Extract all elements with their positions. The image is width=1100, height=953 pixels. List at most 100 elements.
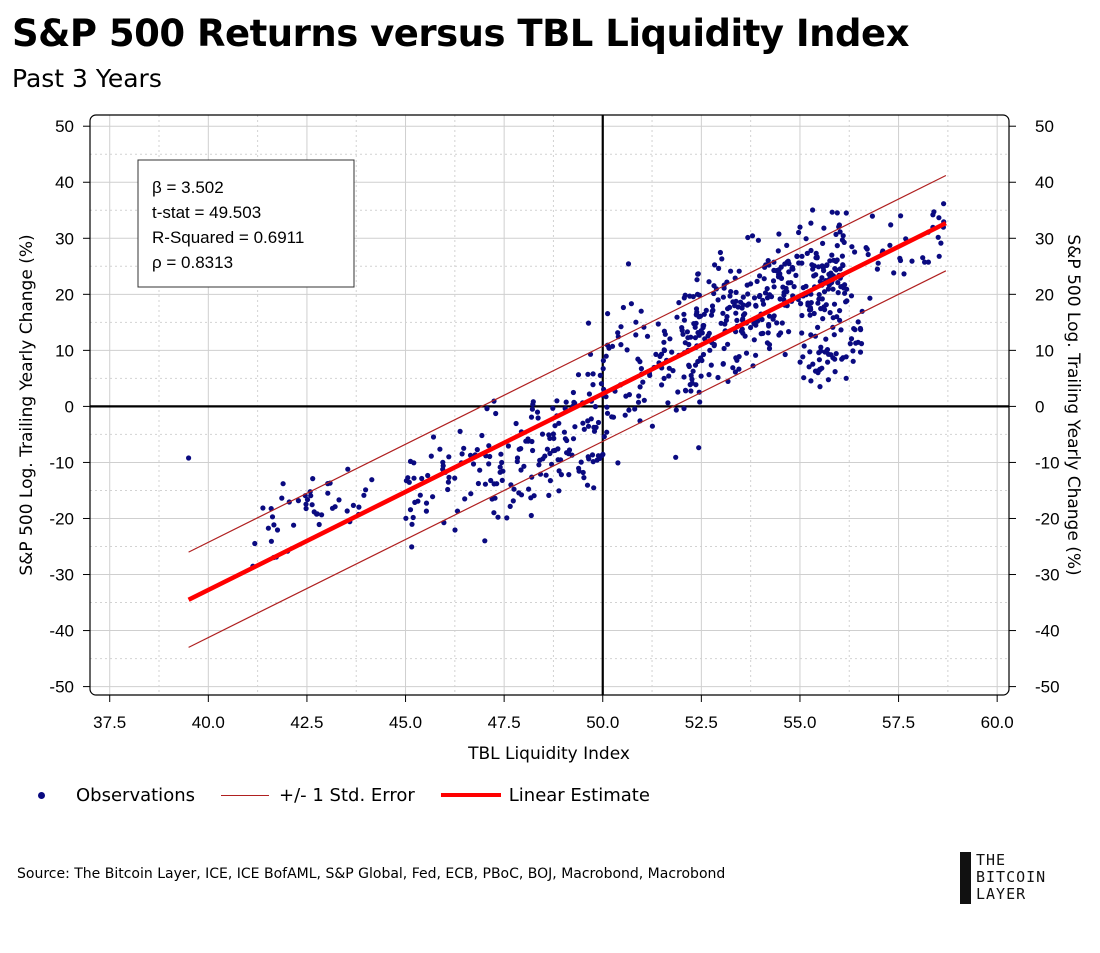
observation-point xyxy=(547,450,553,457)
observation-point xyxy=(709,308,715,314)
observation-point xyxy=(887,242,893,248)
observation-point xyxy=(831,301,838,307)
observation-point xyxy=(785,280,791,286)
observation-point xyxy=(669,349,675,355)
observation-point xyxy=(778,264,784,270)
observation-point xyxy=(765,330,771,336)
observation-point xyxy=(740,294,746,300)
observation-point xyxy=(452,527,458,533)
observation-point xyxy=(625,261,632,267)
observation-point xyxy=(641,397,647,403)
stat-rho: ρ = 0.8313 xyxy=(152,253,233,272)
observation-point xyxy=(857,325,864,332)
observation-point xyxy=(690,368,696,374)
observation-point xyxy=(925,259,932,265)
observation-point xyxy=(603,394,609,400)
observation-point xyxy=(716,265,722,271)
chart-subtitle: Past 3 Years xyxy=(12,64,162,93)
reference-lines xyxy=(90,115,1009,695)
observation-point xyxy=(840,262,846,269)
bitcoin-layer-logo: THE BITCOIN LAYER xyxy=(960,852,1085,904)
x-tick-label: 52.5 xyxy=(685,713,718,732)
y-tick-label-right: -20 xyxy=(1035,509,1060,528)
stats-box: β = 3.502 t-stat = 49.503 R-Squared = 0.… xyxy=(137,159,355,288)
observation-point xyxy=(853,340,859,346)
observation-point xyxy=(734,317,740,323)
observation-point xyxy=(584,482,591,488)
legend-std-error: +/- 1 Std. Error xyxy=(221,785,415,806)
observation-point xyxy=(786,329,792,335)
observation-point xyxy=(610,414,617,420)
legend-linear-label: Linear Estimate xyxy=(508,784,650,806)
std-error-line xyxy=(188,174,947,553)
y-tick-label-right: -10 xyxy=(1035,453,1060,472)
observation-point xyxy=(468,491,474,497)
observation-point xyxy=(488,477,494,484)
y-tick-label-left: 50 xyxy=(55,117,74,136)
y-tick-label-right: 10 xyxy=(1035,341,1054,360)
observation-point xyxy=(830,286,836,292)
observation-point xyxy=(865,251,871,258)
observation-point xyxy=(409,544,415,550)
y-tick-label-right: 40 xyxy=(1035,173,1054,192)
observation-point xyxy=(589,452,596,458)
observation-point xyxy=(688,334,694,340)
observation-point xyxy=(817,367,823,373)
observation-point xyxy=(505,443,511,449)
observation-point xyxy=(756,293,763,300)
stat-tstat: t-stat = 49.503 xyxy=(152,203,261,222)
observation-point xyxy=(310,476,316,482)
observation-point xyxy=(659,382,665,388)
observation-point xyxy=(855,319,861,325)
observation-point xyxy=(745,291,751,297)
observation-point xyxy=(840,233,846,239)
observation-point xyxy=(546,492,552,498)
observation-point xyxy=(848,336,855,342)
logo-bar-icon xyxy=(960,852,971,904)
observation-point xyxy=(803,283,809,289)
observation-point xyxy=(303,505,309,512)
observation-point xyxy=(705,333,711,339)
observation-point xyxy=(675,389,681,395)
observation-point xyxy=(507,503,513,509)
observation-point xyxy=(743,350,750,356)
observation-point xyxy=(695,330,701,336)
logo-line-1: THE xyxy=(976,851,1007,869)
observation-point xyxy=(765,258,771,264)
observation-point xyxy=(810,207,816,213)
observation-point xyxy=(798,301,804,307)
observation-point xyxy=(511,486,517,492)
observation-point xyxy=(779,320,785,326)
observation-point xyxy=(325,490,331,496)
observation-point xyxy=(809,262,815,268)
observation-point xyxy=(620,304,627,311)
observation-point xyxy=(578,459,584,465)
observation-point xyxy=(760,301,767,307)
observation-point xyxy=(874,266,881,272)
observation-point xyxy=(530,447,536,454)
observation-point xyxy=(740,302,746,308)
observation-point xyxy=(847,341,853,347)
observation-point xyxy=(774,320,780,326)
linear-estimate-line xyxy=(187,221,947,602)
observation-point xyxy=(782,351,788,358)
observation-point xyxy=(575,372,582,378)
observation-point xyxy=(778,275,785,281)
observation-point xyxy=(799,330,805,336)
observation-point xyxy=(808,220,814,226)
y-tick-label-left: -40 xyxy=(49,622,74,641)
observation-point xyxy=(748,281,754,287)
observation-point xyxy=(604,410,611,416)
observation-point xyxy=(336,497,342,503)
observation-point xyxy=(570,436,577,442)
observation-point xyxy=(586,456,592,462)
observation-point xyxy=(711,283,717,289)
observation-point xyxy=(740,330,746,336)
observation-point xyxy=(647,372,653,378)
observation-point xyxy=(482,538,488,544)
observation-point xyxy=(415,498,421,504)
observation-point xyxy=(529,406,536,412)
observation-point xyxy=(829,209,835,215)
observation-point xyxy=(535,415,541,421)
observation-point xyxy=(784,288,790,295)
